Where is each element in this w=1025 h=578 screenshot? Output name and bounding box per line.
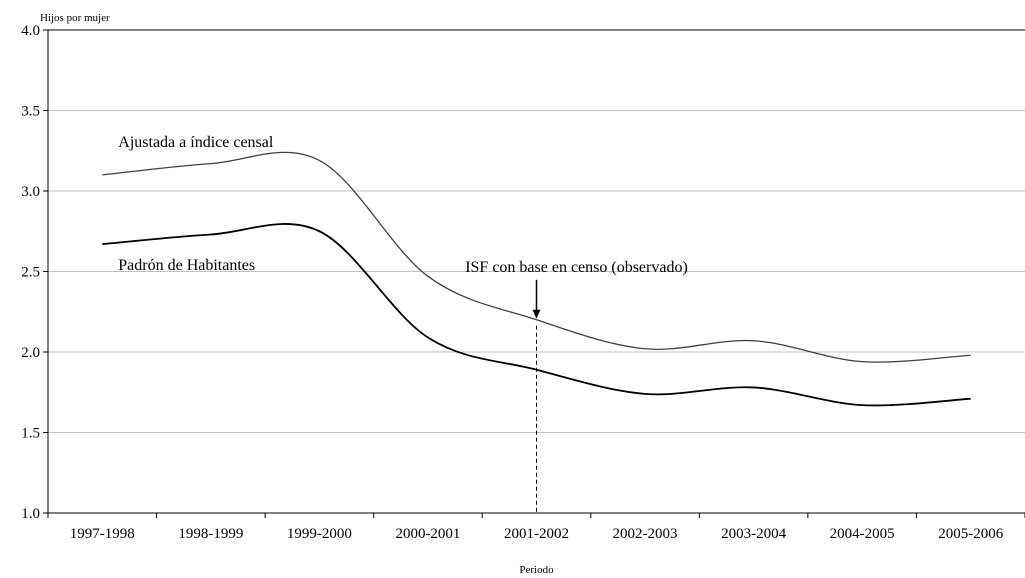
x-tick-label: 2002-2003 [613, 526, 678, 542]
x-tick-labels: 1997-1998 1998-1999 1999-2000 2000-2001 2001… [47, 513, 1025, 542]
series-label-ajustada: Ajustada a índice censal [118, 134, 274, 151]
annotation-arrowhead [532, 309, 541, 319]
annotation: ISF con base en censo (observado) [465, 259, 688, 513]
y-tick-label: 2.0 [21, 345, 40, 361]
x-tick-label: 2004-2005 [830, 526, 895, 542]
y-tick-label: 1.0 [21, 506, 40, 522]
x-tick-label: 2001-2002 [504, 526, 569, 542]
x-axis-label: Periodo [519, 564, 554, 576]
y-tick-label: 1.5 [21, 426, 40, 442]
series-lines [102, 151, 971, 407]
series-line-0 [102, 151, 971, 363]
annotation-label: ISF con base en censo (observado) [465, 259, 688, 276]
y-axis-label: Hijos por mujer [40, 12, 110, 24]
x-tick-label: 1998-1999 [178, 526, 243, 542]
y-tick-label: 3.0 [21, 184, 40, 200]
x-tick-label: 2000-2001 [395, 526, 460, 542]
y-tick-label: 3.5 [21, 104, 40, 120]
y-tick-labels: 1.0 1.5 2.0 2.5 3.0 3.5 4.0 [21, 23, 48, 522]
y-tick-label: 2.5 [21, 265, 40, 281]
y-tick-label: 4.0 [21, 23, 40, 39]
x-tick-label: 2003-2004 [721, 526, 786, 542]
x-tick-label: 1997-1998 [70, 526, 135, 542]
series-label-padron: Padrón de Habitantes [118, 257, 255, 274]
gridlines [48, 110, 1025, 433]
x-tick-label: 1999-2000 [287, 526, 352, 542]
x-tick-label: 2005-2006 [938, 526, 1003, 542]
